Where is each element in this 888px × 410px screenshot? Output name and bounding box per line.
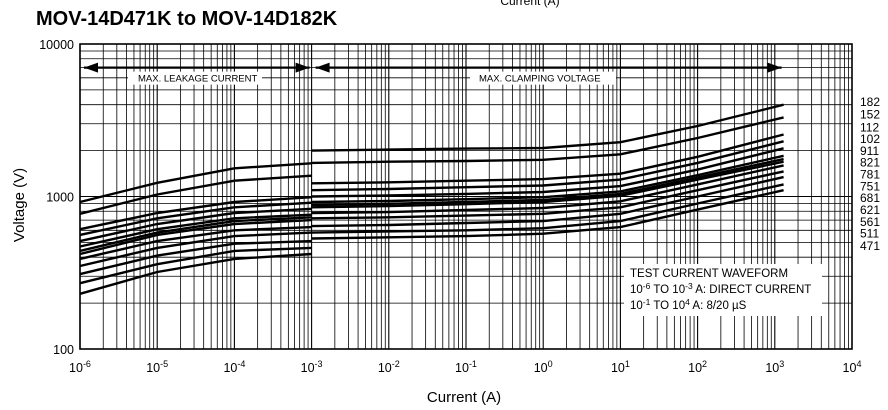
series-112-leakage: [79, 196, 312, 231]
series-681-leakage: [79, 225, 312, 261]
annotations: MAX. LEAKAGE CURRENT MAX. CLAMPING VOLTAG…: [84, 62, 822, 316]
x-tick-label: 10-2: [378, 359, 400, 375]
series-681-clamping: [311, 164, 784, 215]
series-102-leakage: [79, 201, 312, 237]
series-label-681: 681: [860, 191, 880, 205]
series-821-leakage: [79, 213, 312, 248]
test-note-line1: TEST CURRENT WAVEFORM: [630, 268, 788, 280]
x-tick-label: 10-6: [69, 359, 91, 375]
series-511-leakage: [79, 246, 312, 285]
clamping-label: MAX. CLAMPING VOLTAGE: [479, 74, 601, 85]
clamping-label-bg: [470, 71, 616, 85]
y-axis-ticks: 100 1000 10000: [39, 38, 74, 357]
x-tick-label: 102: [688, 359, 707, 375]
series-471-leakage: [79, 252, 312, 295]
series-152-leakage: [79, 174, 312, 215]
plot-frame: [79, 43, 853, 350]
series-label-781: 781: [860, 167, 880, 181]
series-label-152: 152: [860, 107, 880, 121]
series-781-leakage: [79, 216, 312, 253]
series-182-leakage: [79, 162, 312, 204]
series-561-leakage: [79, 239, 312, 276]
partial-top-label: Current (A): [500, 0, 559, 8]
x-tick-label: 100: [534, 359, 553, 375]
series-751-clamping: [311, 160, 784, 209]
series-label-112: 112: [860, 120, 879, 134]
clamping-arrow-head-right: [767, 62, 782, 73]
series-label-471: 471: [860, 239, 880, 253]
leakage-label-bg: [128, 71, 262, 85]
leakage-arrow-head-left: [84, 62, 98, 73]
x-axis-label: Current (A): [427, 389, 501, 406]
test-note-box: [624, 264, 822, 316]
x-tick-label: 10-3: [301, 359, 323, 375]
y-tick-label: 100: [53, 343, 74, 357]
series-911-clamping: [311, 147, 784, 198]
y-tick-label: 10000: [39, 38, 74, 52]
x-tick-label: 101: [611, 359, 630, 375]
x-tick-label: 103: [765, 359, 784, 375]
leakage-arrow-head-right: [295, 62, 310, 73]
test-note-line2: 10-6 TO 10-3 A: DIRECT CURRENT: [630, 281, 811, 296]
x-axis-ticks: 10-6 10-5 10-4 10-3 10-2 10-1 100 101 102 103 104: [69, 359, 861, 375]
x-tick-label: 10-4: [223, 359, 245, 375]
series-label-511: 511: [860, 227, 879, 241]
chart-title: MOV-14D471K to MOV-14D182K: [36, 8, 338, 30]
x-tick-label: 104: [843, 359, 862, 375]
series-label-821: 821: [860, 156, 880, 170]
x-tick-label: 10-5: [146, 359, 168, 375]
series-182-clamping: [311, 103, 784, 152]
series-751-leakage: [79, 218, 312, 256]
series-911-leakage: [79, 207, 312, 243]
y-axis-label: Voltage (V): [11, 168, 28, 242]
series-102-clamping: [311, 140, 784, 192]
y-tick-label: 1000: [46, 191, 74, 205]
series-471-clamping: [311, 189, 784, 240]
series-511-clamping: [311, 183, 784, 234]
series-821-clamping: [311, 154, 784, 204]
series-152-clamping: [311, 116, 784, 165]
series-label-102: 102: [860, 132, 880, 146]
series-label-911: 911: [860, 144, 879, 158]
series-112-clamping: [311, 133, 784, 185]
series-label-561: 561: [860, 215, 880, 229]
x-tick-label: 10-1: [455, 359, 477, 375]
series-781-clamping: [311, 157, 784, 207]
series-621-leakage: [79, 231, 312, 268]
test-note-line3: 10-1 TO 104 A: 8/20 µS: [630, 297, 747, 312]
clamping-arrow-head-left: [315, 62, 330, 73]
series-label-182: 182: [860, 95, 880, 109]
series-561-clamping: [311, 175, 784, 228]
leakage-label: MAX. LEAKAGE CURRENT: [138, 74, 257, 85]
series-label-751: 751: [860, 179, 880, 193]
series-label-621: 621: [860, 203, 880, 217]
series-621-clamping: [311, 170, 784, 220]
series-lines: [79, 103, 784, 295]
